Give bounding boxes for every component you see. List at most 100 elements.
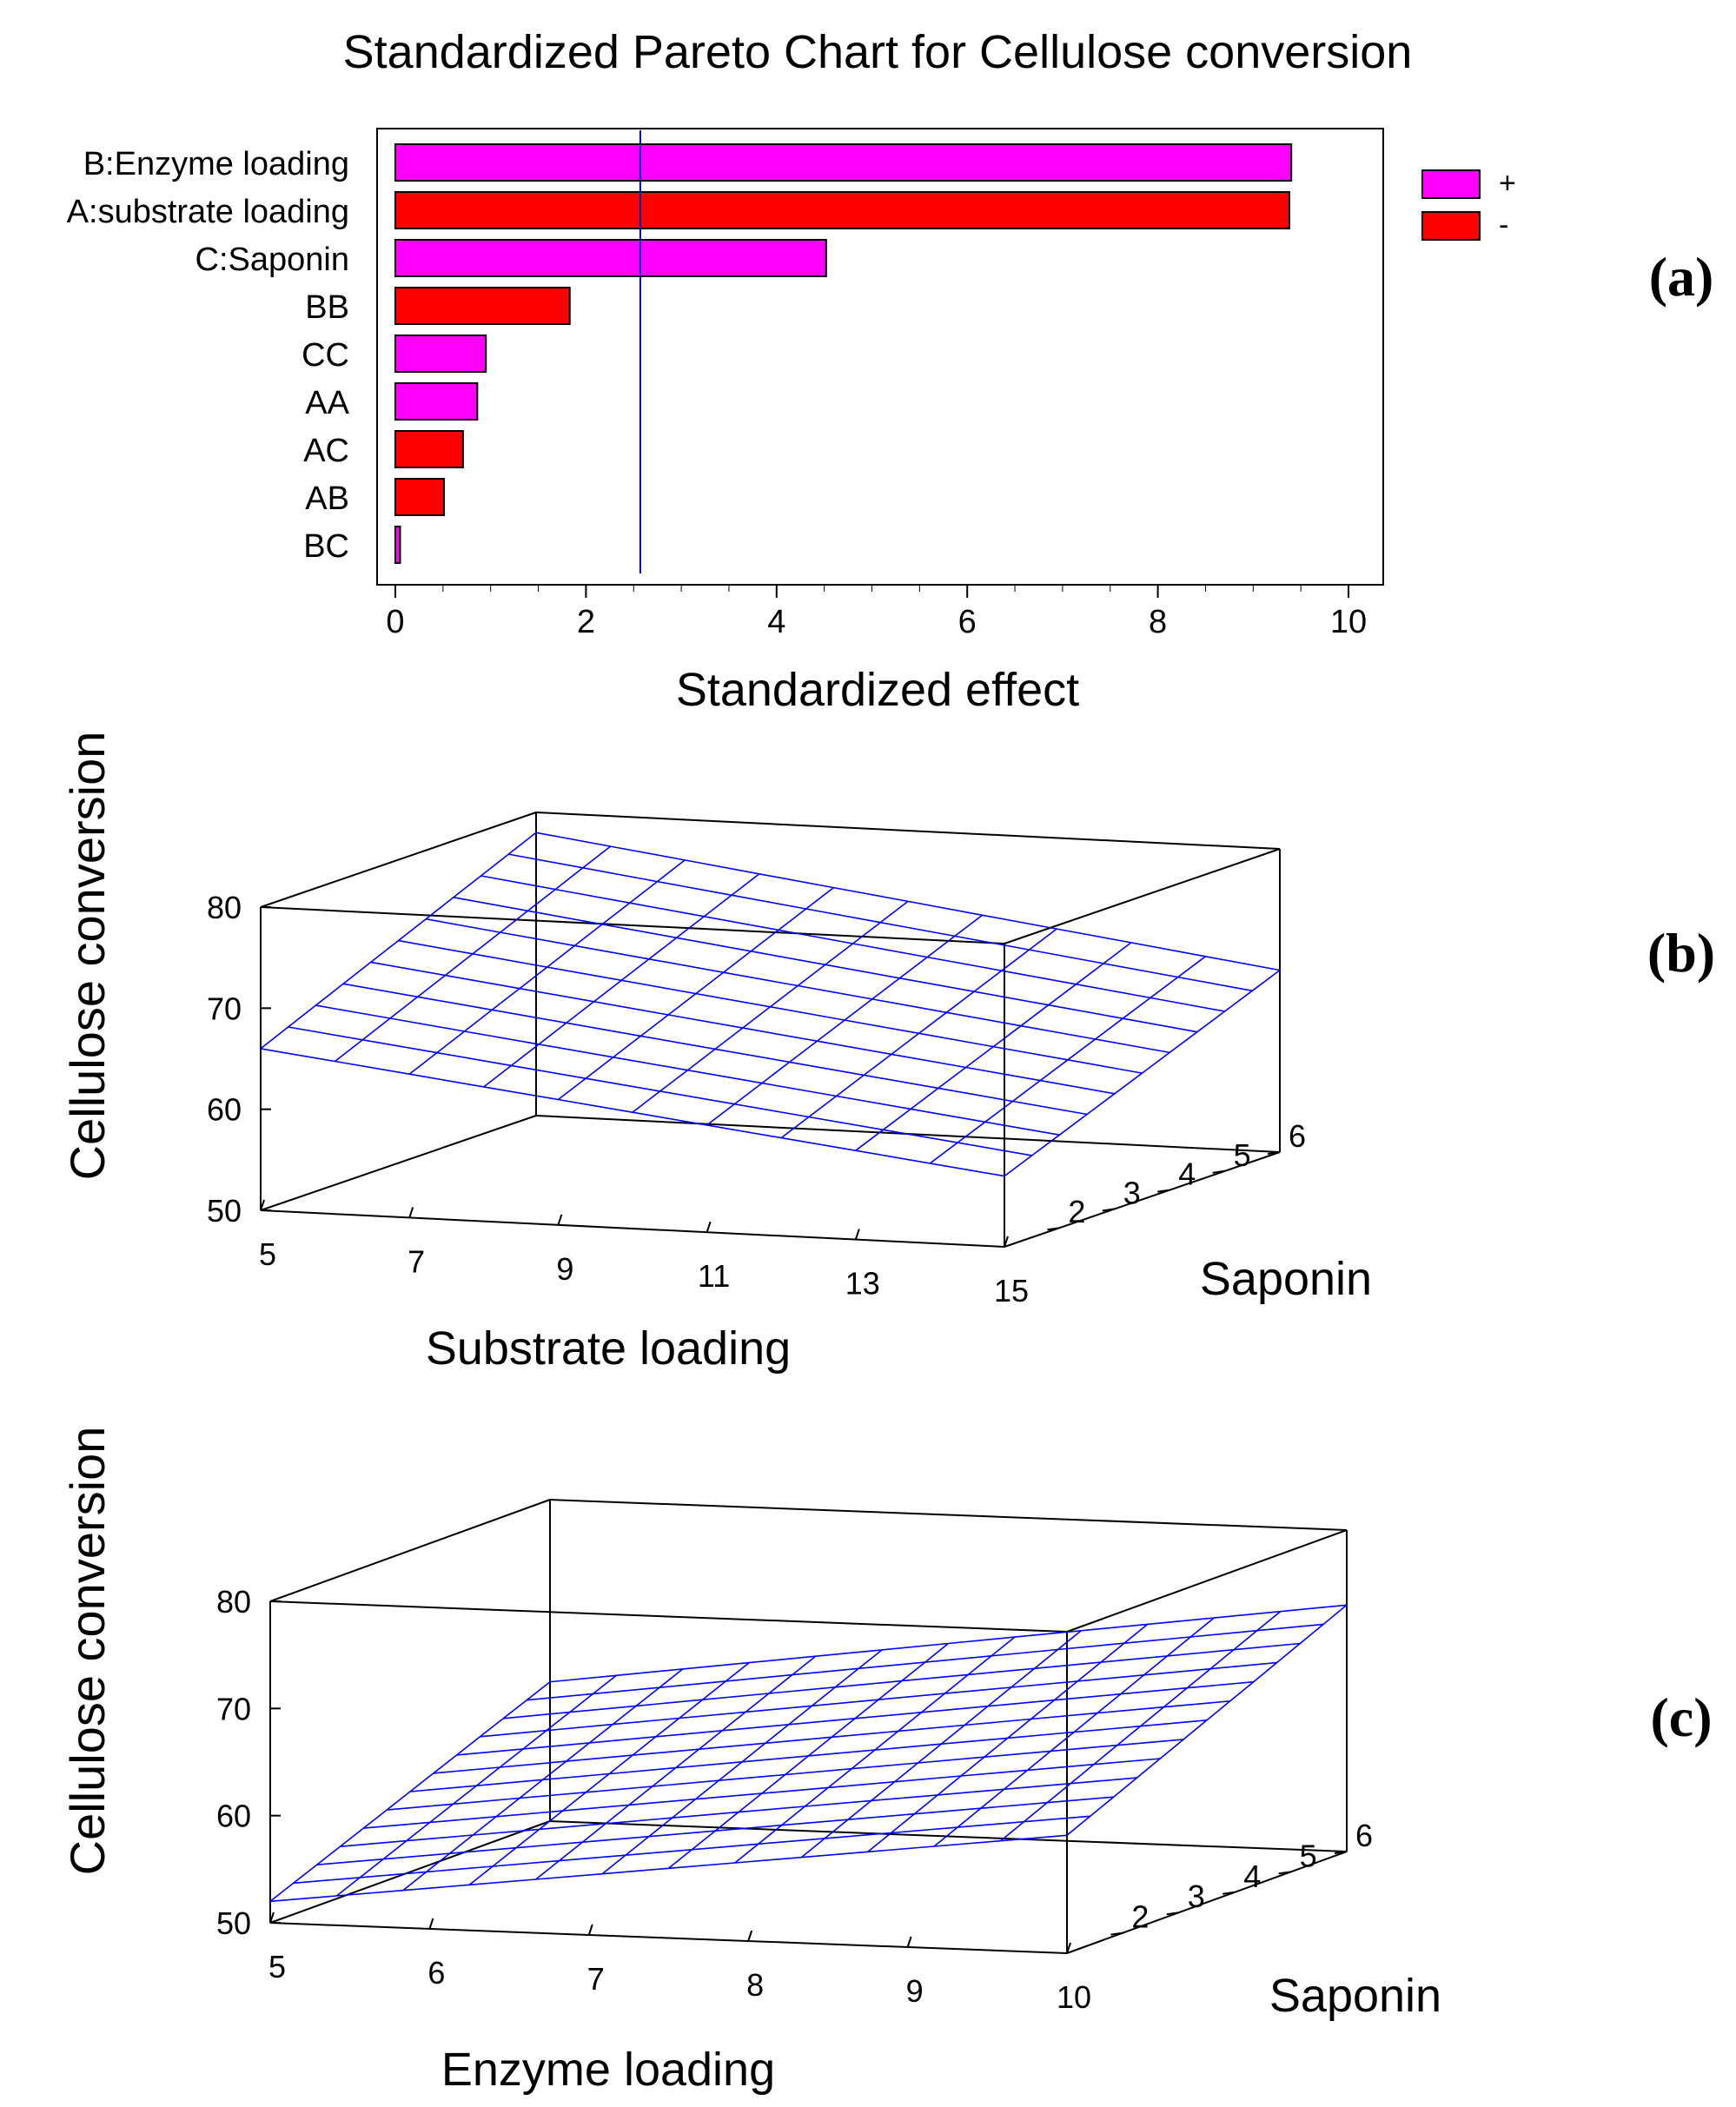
x-tick-label: 7 [587, 1961, 605, 1997]
x-tick-mark [706, 1221, 712, 1233]
x-tick-mark [557, 1214, 563, 1226]
y-tick-mark [1212, 1169, 1225, 1174]
surface-mesh-line [1066, 1604, 1348, 1836]
y-tick-label: 2 [1068, 1194, 1085, 1229]
category-label: BC [303, 528, 349, 565]
box-edge [269, 1499, 551, 1602]
x-tick-label: 7 [407, 1243, 425, 1279]
surface-mesh-line [508, 853, 1253, 992]
z-tick-label: 60 [216, 1799, 251, 1834]
panel-label-b: (b) [1647, 922, 1715, 984]
x-tick-label: 6 [427, 1955, 445, 1991]
bar-b-enzyme-loading [394, 143, 1293, 182]
x-tick-mark [747, 1930, 753, 1942]
z-axis-label: Cellulose conversion [60, 732, 115, 1181]
x-tick-label: 8 [1149, 604, 1167, 640]
y-tick-mark [1166, 1912, 1179, 1916]
x-tick-label: 10 [1330, 604, 1367, 640]
z-tick-label: 70 [216, 1691, 251, 1726]
y-tick-mark [1157, 1189, 1170, 1193]
box-edge [269, 1922, 1068, 1954]
x-tick-label: 0 [386, 604, 404, 640]
y-tick-label: 3 [1188, 1878, 1205, 1914]
box-edge [1066, 1529, 1348, 1633]
category-label: B:Enzyme loading [83, 146, 349, 182]
surface-mesh-line [800, 1630, 1082, 1859]
x-tick-label: 5 [259, 1236, 276, 1272]
z-tick-label: 60 [207, 1092, 242, 1128]
y-tick-label: 6 [1355, 1818, 1373, 1853]
legend-label-positive: + [1499, 167, 1516, 200]
bar-aa [394, 382, 479, 421]
plot-frame [376, 128, 1384, 586]
z-tick-label: 80 [216, 1584, 251, 1620]
legend-swatch-positive [1421, 169, 1481, 199]
y-tick-mark [1047, 1227, 1060, 1231]
category-label: AA [305, 385, 349, 421]
surface-mesh-line [503, 1642, 1301, 1719]
surface-mesh-line [780, 928, 1057, 1139]
x-tick-mark [260, 1199, 265, 1211]
bar-ab [394, 478, 445, 516]
y-tick-mark [1334, 1851, 1348, 1854]
surface-mesh-line [260, 1048, 1005, 1177]
category-label: A:substrate loading [67, 194, 349, 230]
bar-a-substrate-loading [394, 191, 1290, 229]
box-edge [269, 1600, 1068, 1633]
y-tick-label: 5 [1300, 1838, 1317, 1873]
y-tick-mark [1267, 1151, 1281, 1155]
category-label: CC [301, 337, 349, 374]
y-tick-mark [1222, 1891, 1236, 1895]
surface-mesh-line [549, 1604, 1348, 1683]
surface-mesh-line [535, 832, 1281, 971]
surface-mesh-line [1004, 969, 1281, 1177]
surface-mesh-line [855, 942, 1132, 1151]
x-tick-label: 10 [1057, 1979, 1091, 2015]
bar-cc [394, 335, 487, 373]
legend-label-negative: - [1499, 209, 1508, 242]
box-edge [260, 1115, 537, 1211]
surface-mesh-line [426, 918, 1170, 1054]
box-edge [1004, 1151, 1281, 1248]
x-tick-label: 2 [577, 604, 595, 640]
bar-c-saponin [394, 239, 827, 277]
y-tick-mark [1102, 1208, 1115, 1212]
surface-mesh-line [480, 1661, 1277, 1738]
surface-mesh-line [398, 939, 1143, 1074]
surface-mesh-line [929, 956, 1206, 1164]
y-tick-label: 2 [1131, 1899, 1149, 1935]
x-tick-label: 6 [958, 604, 977, 640]
box-edge [260, 1209, 1005, 1248]
surface-plot-c: 50 60 70 80 5 6 7 8 9 10 2 3 4 5 6 Cellulose conversio… [60, 1427, 1713, 2096]
surface-mesh-line [409, 1719, 1208, 1792]
x-tick-mark [1004, 1236, 1009, 1248]
z-tick-label: 50 [207, 1193, 242, 1229]
box-edge [549, 1499, 1348, 1531]
x-axis-label: Enzyme loading [441, 2044, 775, 2096]
legend-swatch-negative [1421, 211, 1481, 241]
x-axis-label: Standardized effect [676, 664, 1079, 716]
box-edge [260, 906, 1005, 944]
z-axis-label: Cellulose conversion [60, 1427, 115, 1876]
y-tick-label: 6 [1289, 1118, 1306, 1154]
x-axis-label: Substrate loading [426, 1322, 791, 1375]
surface-mesh-line [480, 875, 1225, 1012]
x-tick-mark [428, 1918, 434, 1930]
box-edge [1066, 1851, 1348, 1954]
x-tick-mark [906, 1936, 912, 1948]
x-tick-label: 9 [906, 1973, 924, 2009]
surface-mesh-line [933, 1617, 1215, 1847]
x-tick-mark [587, 1924, 593, 1936]
surface-mesh-line [867, 1623, 1149, 1852]
panel-label-c: (c) [1650, 1686, 1712, 1748]
category-label: BB [305, 289, 349, 326]
x-tick-label: 8 [746, 1967, 764, 2003]
pareto-chart: Standardized Pareto Chart for Cellulose … [67, 26, 1714, 716]
box-edge [535, 812, 1281, 850]
x-tick-mark [854, 1229, 860, 1240]
y-axis-label: Saponin [1200, 1253, 1372, 1305]
surface-mesh-line [527, 1623, 1324, 1701]
x-tick-label: 13 [845, 1266, 880, 1302]
surface-mesh-line [453, 897, 1198, 1033]
